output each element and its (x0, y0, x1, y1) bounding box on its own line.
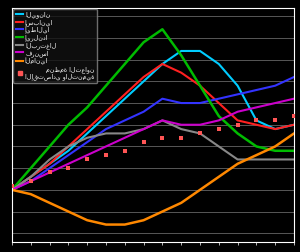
Point (179, 136, 184, 140)
Point (235, 123, 240, 127)
Point (198, 131, 203, 135)
Point (273, 118, 278, 122)
Point (254, 118, 259, 122)
Point (66, 166, 71, 170)
Point (292, 114, 296, 118)
Point (10, 183, 14, 187)
Point (103, 153, 108, 157)
Point (160, 136, 165, 140)
Point (85, 158, 90, 162)
Point (47, 170, 52, 174)
Legend: اليونان, إسبانيا, إيطاليا, إيرلندا, البرتغال, فرنسا, ألمانيا, منظمة التعاون
الإق: اليونان, إسبانيا, إيطاليا, إيرلندا, البر… (13, 9, 97, 83)
Point (216, 127, 221, 131)
Point (28, 179, 33, 183)
Point (141, 140, 146, 144)
Point (122, 149, 127, 153)
